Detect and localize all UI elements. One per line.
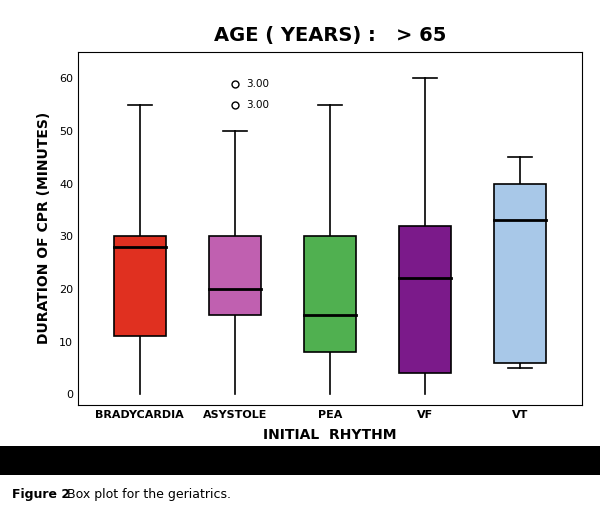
Bar <box>399 226 451 373</box>
Bar <box>494 184 547 363</box>
Y-axis label: DURATION OF CPR (MINUTES): DURATION OF CPR (MINUTES) <box>37 112 50 345</box>
Text: Figure 2: Figure 2 <box>12 488 70 501</box>
Bar <box>209 236 261 315</box>
X-axis label: INITIAL  RHYTHM: INITIAL RHYTHM <box>263 428 397 442</box>
Text: Box plot for the geriatrics.: Box plot for the geriatrics. <box>63 488 231 501</box>
Bar <box>304 236 356 352</box>
Title: AGE ( YEARS) :   > 65: AGE ( YEARS) : > 65 <box>214 26 446 45</box>
Text: 3.00: 3.00 <box>247 78 269 89</box>
Bar <box>113 236 166 336</box>
Text: 3.00: 3.00 <box>247 100 269 110</box>
